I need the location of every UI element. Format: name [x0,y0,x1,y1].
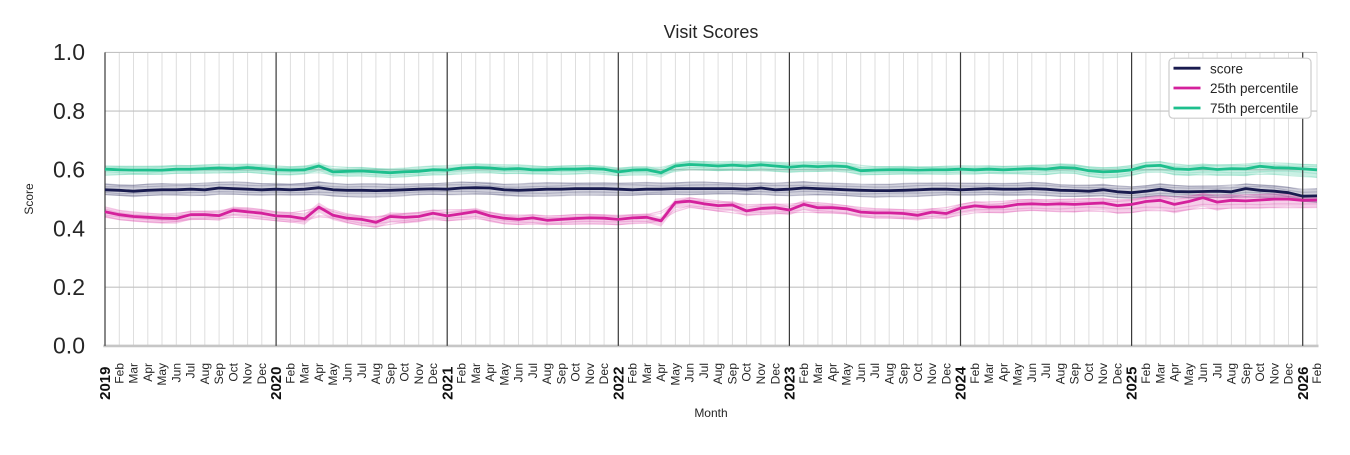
svg-text:Apr: Apr [483,363,497,382]
svg-text:2024: 2024 [953,366,970,400]
svg-text:2022: 2022 [610,367,627,400]
svg-text:Nov: Nov [754,363,768,384]
svg-text:Apr: Apr [825,363,839,382]
svg-text:2019: 2019 [97,367,114,400]
svg-text:0.8: 0.8 [53,98,85,124]
svg-text:Jul: Jul [1039,363,1053,378]
svg-text:score: score [1210,62,1243,77]
svg-text:Apr: Apr [312,363,326,382]
svg-text:Jul: Jul [697,363,711,378]
svg-text:Apr: Apr [141,363,155,382]
svg-text:May: May [326,363,340,386]
svg-text:Mar: Mar [469,363,483,384]
svg-text:Jul: Jul [355,363,369,378]
svg-text:0.0: 0.0 [53,333,85,359]
svg-text:Sep: Sep [554,363,568,385]
svg-text:Nov: Nov [583,363,597,384]
svg-text:Sep: Sep [212,363,226,385]
svg-text:May: May [1182,363,1196,386]
svg-text:Apr: Apr [996,363,1010,382]
svg-text:May: May [155,363,169,386]
svg-text:25th percentile: 25th percentile [1210,81,1299,96]
svg-text:Jun: Jun [340,363,354,382]
svg-text:Month: Month [694,406,727,420]
svg-text:Feb: Feb [283,363,297,384]
svg-text:0.4: 0.4 [53,215,85,241]
svg-text:Oct: Oct [740,362,754,381]
svg-text:Dec: Dec [255,363,269,384]
svg-text:May: May [668,363,682,386]
svg-text:Feb: Feb [1310,363,1324,384]
svg-text:2021: 2021 [439,367,456,400]
svg-text:Aug: Aug [369,363,383,384]
svg-text:Jul: Jul [184,363,198,378]
svg-text:May: May [1011,363,1025,386]
svg-text:Oct: Oct [226,362,240,381]
svg-text:Aug: Aug [1053,363,1067,384]
svg-text:Score: Score [22,183,36,215]
svg-text:Dec: Dec [597,363,611,384]
svg-text:Mar: Mar [811,363,825,384]
svg-text:2020: 2020 [268,367,285,400]
svg-text:Feb: Feb [455,363,469,384]
svg-text:Jun: Jun [1196,363,1210,382]
svg-text:Mar: Mar [1153,363,1167,384]
svg-text:0.6: 0.6 [53,157,85,183]
svg-text:Jun: Jun [169,363,183,382]
svg-text:0.2: 0.2 [53,274,85,300]
svg-text:Sep: Sep [897,363,911,385]
svg-text:Oct: Oct [1082,362,1096,381]
svg-text:Mar: Mar [982,363,996,384]
svg-text:Sep: Sep [1068,363,1082,385]
svg-text:May: May [497,363,511,386]
svg-text:Mar: Mar [127,363,141,384]
svg-text:Sep: Sep [383,363,397,385]
svg-text:1.0: 1.0 [53,39,85,65]
svg-text:Nov: Nov [412,363,426,384]
svg-text:Jun: Jun [854,363,868,382]
svg-text:Dec: Dec [939,363,953,384]
svg-text:Aug: Aug [198,363,212,384]
svg-text:Oct: Oct [1253,362,1267,381]
svg-text:Feb: Feb [968,363,982,384]
svg-text:Apr: Apr [654,363,668,382]
svg-text:Aug: Aug [882,363,896,384]
svg-text:Sep: Sep [1239,363,1253,385]
svg-text:Apr: Apr [1167,363,1181,382]
svg-text:Jul: Jul [868,363,882,378]
svg-text:2026: 2026 [1295,367,1312,400]
svg-text:Jul: Jul [1210,363,1224,378]
svg-text:Oct: Oct [569,362,583,381]
svg-text:Jun: Jun [683,363,697,382]
svg-text:Dec: Dec [1110,363,1124,384]
svg-text:Feb: Feb [626,363,640,384]
svg-text:Aug: Aug [711,363,725,384]
svg-text:Dec: Dec [1282,363,1296,384]
svg-text:Jun: Jun [512,363,526,382]
svg-text:Sep: Sep [725,363,739,385]
svg-text:Nov: Nov [241,363,255,384]
svg-text:Dec: Dec [426,363,440,384]
svg-text:Nov: Nov [1267,363,1281,384]
svg-text:75th percentile: 75th percentile [1210,101,1299,116]
svg-text:Feb: Feb [1139,363,1153,384]
svg-text:2025: 2025 [1124,367,1141,400]
svg-text:May: May [840,363,854,386]
svg-text:Visit Scores: Visit Scores [664,22,759,42]
svg-text:Mar: Mar [640,363,654,384]
svg-text:Oct: Oct [911,362,925,381]
svg-text:Nov: Nov [1096,363,1110,384]
svg-text:Aug: Aug [1224,363,1238,384]
svg-text:2023: 2023 [782,367,799,400]
svg-text:Nov: Nov [925,363,939,384]
svg-text:Oct: Oct [397,362,411,381]
svg-text:Jun: Jun [1025,363,1039,382]
svg-text:Aug: Aug [540,363,554,384]
svg-text:Dec: Dec [768,363,782,384]
svg-text:Feb: Feb [112,363,126,384]
svg-text:Jul: Jul [526,363,540,378]
svg-text:Feb: Feb [797,363,811,384]
svg-text:Mar: Mar [298,363,312,384]
